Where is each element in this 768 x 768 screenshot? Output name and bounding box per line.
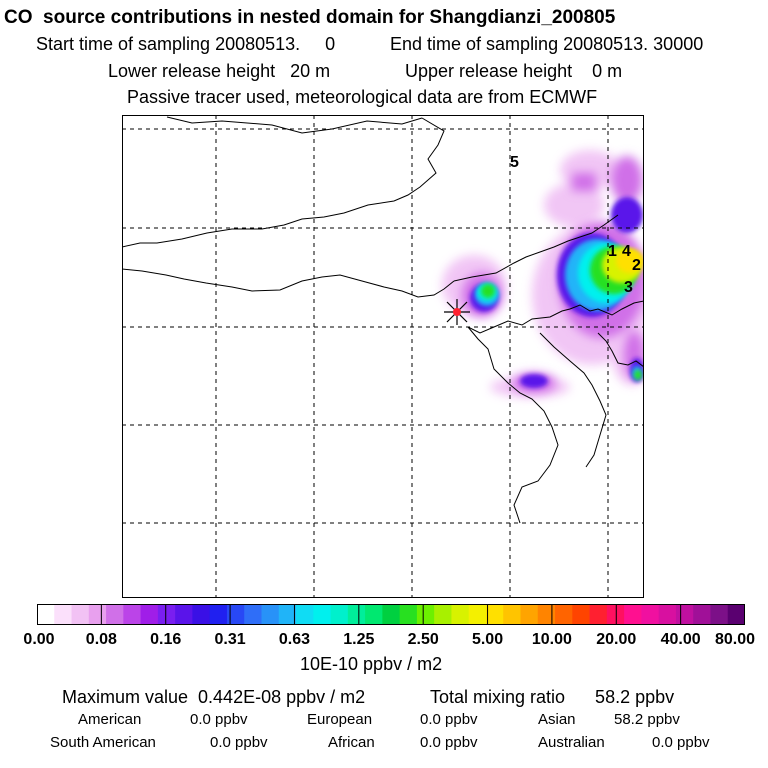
- upper-release-label: Upper release height 0 m: [405, 61, 623, 81]
- colorbar-cell: [140, 604, 159, 625]
- colorbar-tick-label: 10.00: [531, 631, 572, 648]
- colorbar-cell: [434, 604, 453, 625]
- map-label: 1: [608, 243, 617, 260]
- colorbar-cell: [727, 604, 745, 625]
- total-mixing-label: Total mixing ratio 58.2 ppbv: [430, 687, 675, 707]
- region-name: African: [328, 734, 375, 751]
- colorbar: [37, 604, 745, 625]
- colorbar-tick-label: 1.25: [343, 631, 375, 648]
- lower-release-label: Lower release height 20 m: [108, 61, 331, 81]
- colorbar-cell: [503, 604, 522, 625]
- colorbar-cell: [209, 604, 228, 625]
- colorbar-tick-label: 80.00: [714, 631, 756, 648]
- colorbar-cell: [641, 604, 660, 625]
- colorbar-tick-label: 5.00: [471, 631, 504, 648]
- colorbar-cell: [485, 604, 504, 625]
- colorbar-cell: [658, 604, 677, 625]
- region-value: 0.0 ppbv: [210, 734, 268, 751]
- map-label: 5: [510, 154, 519, 171]
- region-name: Australian: [538, 734, 605, 751]
- region-value: 58.2 ppbv: [614, 711, 680, 728]
- colorbar-cell: [106, 604, 124, 625]
- colorbar-cell: [278, 604, 297, 625]
- colorbar-cell: [123, 604, 142, 625]
- region-name: South American: [50, 734, 156, 751]
- region-value: 0.0 ppbv: [652, 734, 710, 751]
- colorbar-cell: [330, 604, 349, 625]
- colorbar-cell: [451, 604, 470, 625]
- colorbar-tick-label: 0.63: [278, 631, 311, 648]
- colorbar-cell: [157, 604, 176, 625]
- colorbar-tick-label: 2.50: [407, 631, 439, 648]
- colorbar-cell: [365, 604, 383, 625]
- colorbar-cell: [244, 604, 263, 625]
- end-time-label: End time of sampling 20080513. 30000: [390, 34, 704, 54]
- colorbar-cell: [693, 604, 712, 625]
- region-value: 0.0 ppbv: [420, 711, 478, 728]
- region-name: European: [307, 711, 373, 728]
- plume-layer: [442, 150, 644, 397]
- colorbar-cell: [537, 604, 556, 625]
- colorbar-tick-label: 20.00: [596, 631, 637, 648]
- grid-lines: [122, 115, 644, 598]
- region-value: 0.0 ppbv: [420, 734, 478, 751]
- tracer-note: Passive tracer used, meteorological data…: [127, 87, 598, 107]
- colorbar-cell: [416, 604, 435, 625]
- colorbar-cell: [675, 604, 694, 625]
- map-label: 3: [624, 279, 633, 296]
- colorbar-cell: [624, 604, 642, 625]
- colorbar-cell: [192, 604, 211, 625]
- colorbar-units: 10E-10 ppbv / m2: [300, 654, 443, 674]
- map-label: 4: [622, 243, 631, 260]
- colorbar-cell: [710, 604, 729, 625]
- page-title: CO source contributions in nested domain…: [4, 7, 616, 28]
- colorbar-cell: [555, 604, 573, 625]
- colorbar-tick-label: 40.00: [660, 631, 701, 648]
- colorbar-cell: [520, 604, 539, 625]
- colorbar-tick-label: 0.16: [150, 631, 182, 648]
- region-name: Asian: [538, 711, 576, 728]
- map-label: 2: [632, 257, 641, 274]
- colorbar-cell: [347, 604, 366, 625]
- colorbar-cell: [226, 604, 245, 625]
- region-value: 0.0 ppbv: [190, 711, 248, 728]
- colorbar-cell: [313, 604, 332, 625]
- colorbar-cell: [54, 604, 73, 625]
- colorbar-cell: [468, 604, 487, 625]
- map-frame: [122, 115, 644, 598]
- colorbar-cell: [572, 604, 591, 625]
- colorbar-cell: [71, 604, 90, 625]
- colorbar-cell: [399, 604, 418, 625]
- colorbar-cell: [589, 604, 608, 625]
- colorbar-frame: [37, 604, 745, 625]
- colorbar-cell: [37, 604, 55, 625]
- colorbar-tick-label: 0.31: [214, 631, 246, 648]
- colorbar-cell: [261, 604, 280, 625]
- colorbar-cell: [382, 604, 401, 625]
- max-value-label: Maximum value 0.442E-08 ppbv / m2: [62, 687, 366, 707]
- concentration-map: 5 1 4 2 3: [122, 115, 644, 598]
- region-name: American: [78, 711, 142, 728]
- colorbar-tick-label: 0.00: [23, 631, 55, 648]
- colorbar-cell: [175, 604, 194, 625]
- receptor-star-icon: [444, 299, 470, 325]
- colorbar-cell: [88, 604, 107, 625]
- colorbar-tick-label: 0.08: [85, 631, 117, 648]
- colorbar-cell: [296, 604, 314, 625]
- boundary-lines: [122, 116, 644, 524]
- start-time-label: Start time of sampling 20080513. 0: [36, 34, 336, 54]
